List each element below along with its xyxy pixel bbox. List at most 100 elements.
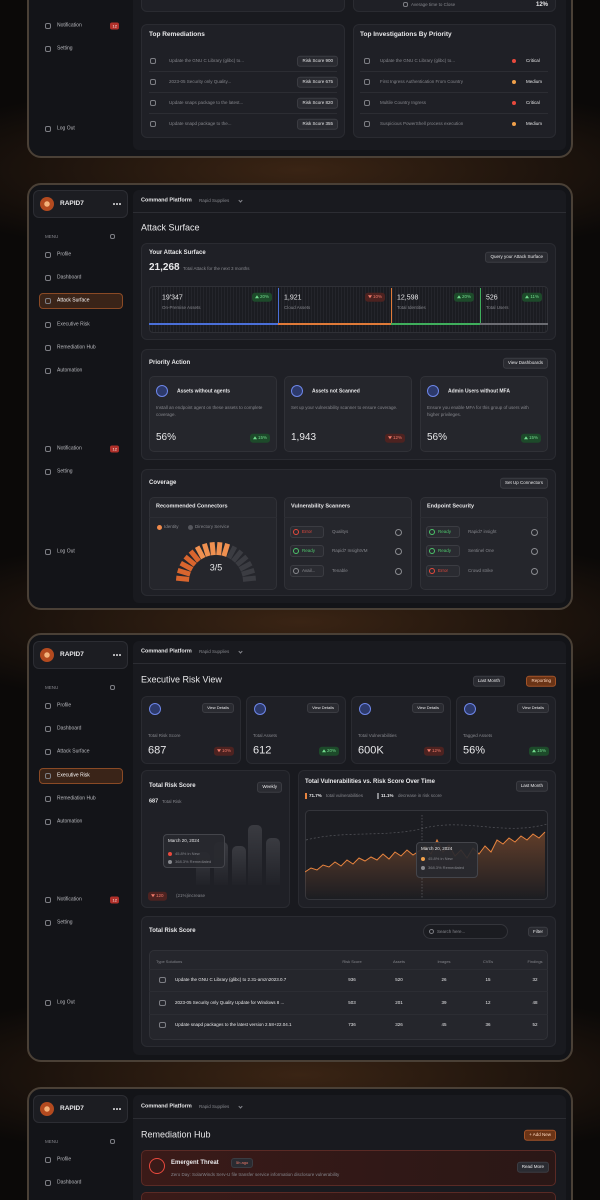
nav-item[interactable]: Remediation Hub: [57, 344, 96, 351]
divider: [284, 517, 412, 518]
sub-title: Endpoint Security: [427, 503, 475, 510]
trend-badge: 20%: [453, 292, 474, 302]
button[interactable]: Query your Attack Surface: [485, 251, 548, 263]
org-select[interactable]: Rapid Supplies: [199, 197, 230, 203]
settings-icon[interactable]: [531, 547, 538, 555]
view-details[interactable]: View Details: [307, 703, 339, 713]
row-divider: [360, 71, 548, 72]
org-select[interactable]: Rapid Supplies: [199, 1103, 230, 1109]
nav-item[interactable]: Executive Risk: [57, 772, 90, 779]
edit-icon[interactable]: [110, 1139, 115, 1144]
report-button[interactable]: Reporting: [526, 675, 556, 687]
nav-item[interactable]: Notification: [57, 445, 82, 452]
gauge-segment: [221, 542, 231, 557]
nav-item[interactable]: Automation: [57, 367, 83, 374]
label: Total Vulnerabilities: [358, 732, 397, 738]
stat-value: 526: [486, 294, 498, 302]
settings-icon[interactable]: [395, 547, 402, 555]
tooltip-dot: [421, 857, 425, 861]
nav-item[interactable]: Profile: [57, 702, 72, 709]
button[interactable]: Set Up Connectors: [499, 477, 548, 489]
nav-item[interactable]: Dashboard: [57, 1179, 82, 1186]
menu-dots[interactable]: [113, 203, 115, 205]
settings-icon[interactable]: [395, 567, 402, 575]
menu-dots[interactable]: [113, 1108, 115, 1110]
row-divider: [149, 1013, 548, 1015]
add-button[interactable]: + Add New: [524, 1129, 556, 1141]
nav-item[interactable]: Executive Risk: [57, 321, 90, 328]
button[interactable]: View Dashboards: [502, 357, 548, 369]
table-cell: 520: [395, 976, 403, 982]
label: 45.8% in New: [428, 856, 453, 861]
status-pill: [290, 545, 324, 557]
kpi-icon: [359, 703, 371, 715]
nav-item[interactable]: Dashboard: [57, 725, 82, 732]
search-box[interactable]: [423, 924, 508, 939]
legend-label: Directory Service: [195, 523, 230, 529]
nav-item[interactable]: Dashboard: [57, 274, 82, 281]
read-more-button[interactable]: Read More: [516, 1161, 549, 1173]
platform-name: Command Platform: [141, 1103, 192, 1110]
nav-item[interactable]: Profile: [57, 1156, 72, 1163]
menu-dots[interactable]: [116, 654, 118, 656]
stat-divider: [278, 288, 279, 325]
nav-item[interactable]: Automation: [57, 818, 83, 825]
nav-item[interactable]: Log Out: [57, 999, 75, 1006]
label: Install an endpoint agent on these asset…: [156, 405, 263, 417]
period-select[interactable]: Last Month: [515, 780, 548, 792]
nav-item[interactable]: Log Out: [57, 125, 75, 132]
menu-dots[interactable]: [119, 1108, 121, 1110]
org-select[interactable]: Rapid Supplies: [199, 648, 230, 654]
view-details[interactable]: View Details: [412, 703, 444, 713]
nav-item[interactable]: Notification: [57, 22, 82, 29]
table-cell: 26: [441, 976, 447, 982]
menu-dots[interactable]: [116, 1108, 118, 1110]
table-cell: 326: [395, 1021, 403, 1027]
menu-dots[interactable]: [116, 203, 118, 205]
menu-label: MENU: [45, 684, 59, 690]
nav-item[interactable]: Attack Surface: [57, 297, 90, 304]
period-select[interactable]: Last Month: [472, 675, 505, 687]
edit-icon[interactable]: [110, 685, 115, 690]
label: Multile Country Ingress: [380, 99, 427, 105]
sub-title: Vulnerability Scanners: [291, 503, 351, 510]
nav-item[interactable]: Setting: [57, 919, 73, 926]
status-icon: [293, 568, 299, 574]
menu-dots[interactable]: [119, 203, 121, 205]
menu-dots[interactable]: [119, 654, 121, 656]
view-details[interactable]: View Details: [517, 703, 549, 713]
column-header: CVEs: [482, 959, 494, 964]
settings-icon[interactable]: [395, 528, 402, 536]
row-divider: [149, 92, 337, 93]
edit-icon[interactable]: [110, 234, 115, 239]
nav-item[interactable]: Attack Surface: [57, 748, 90, 755]
row-divider: [149, 991, 548, 992]
settings-icon[interactable]: [531, 567, 538, 575]
nav-icon: [45, 703, 51, 709]
stats-strip: [149, 286, 548, 333]
menu-dots[interactable]: [113, 654, 115, 656]
period-select[interactable]: Weekly: [257, 781, 282, 793]
nav-item[interactable]: Profile: [57, 251, 72, 258]
nav-item[interactable]: Log Out: [57, 548, 75, 555]
nav-item[interactable]: Remediation Hub: [57, 795, 96, 802]
filter-button[interactable]: Filter: [528, 926, 548, 937]
connector-name: Crowd strike: [468, 567, 494, 573]
nav-item[interactable]: Notification: [57, 896, 82, 903]
header-divider: [133, 663, 566, 664]
settings-icon[interactable]: [531, 528, 538, 536]
nav-item[interactable]: Setting: [57, 468, 73, 475]
row-divider: [360, 92, 548, 93]
nav-icon: [45, 773, 51, 779]
threat-card: [141, 1192, 556, 1200]
nav-item[interactable]: Setting: [57, 45, 73, 52]
nav-icon: [45, 275, 51, 281]
gauge: [175, 541, 257, 582]
risk-score-pill: Risk Score 355: [297, 118, 338, 130]
trend-badge: 120: [148, 891, 167, 901]
view-details[interactable]: View Details: [202, 703, 234, 713]
logout-icon: [45, 549, 51, 555]
nav-icon: [45, 819, 51, 825]
action-card[interactable]: [149, 376, 277, 452]
